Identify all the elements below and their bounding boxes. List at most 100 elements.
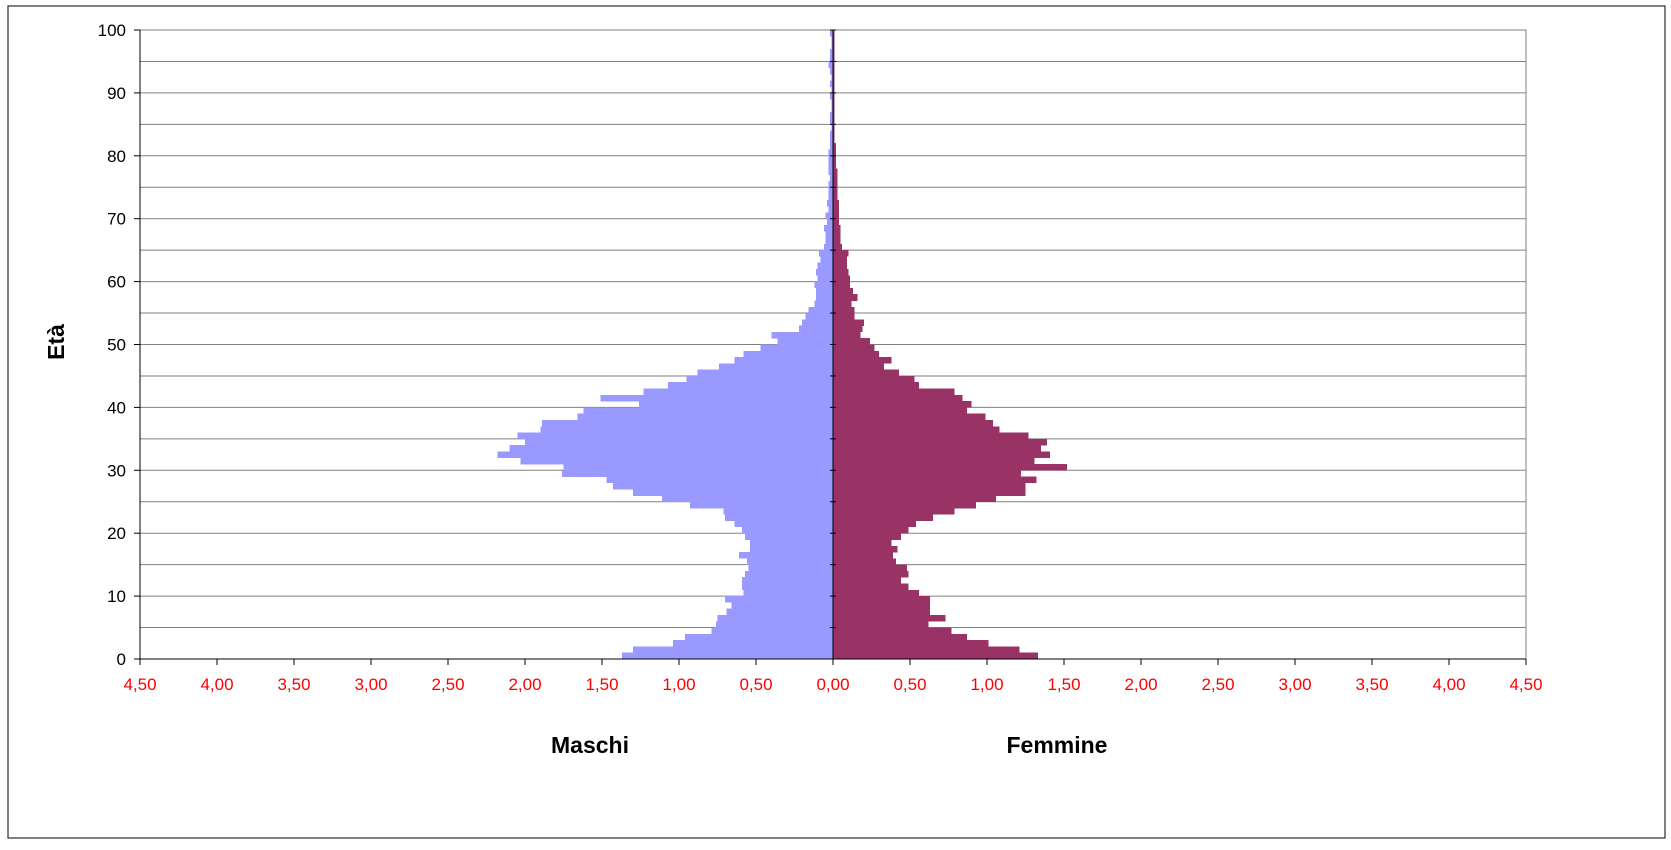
bar-maschi (606, 476, 833, 484)
bar-femmine (833, 206, 840, 213)
bar-femmine (833, 363, 884, 370)
bar-femmine (833, 520, 917, 528)
bar-maschi (719, 363, 833, 370)
bar-femmine (833, 262, 847, 270)
bar-femmine (833, 281, 850, 289)
series-femmine-bars (833, 30, 1068, 660)
y-tick-label: 0 (117, 650, 126, 669)
bar-femmine (833, 243, 843, 251)
bar-maschi (799, 325, 833, 333)
bar-maschi (686, 375, 833, 383)
bar-femmine (833, 646, 1020, 654)
bar-femmine (833, 155, 837, 163)
bar-femmine (833, 596, 931, 603)
bar-maschi (734, 520, 833, 528)
bar-femmine (833, 118, 835, 125)
x-tick-label: 1,00 (970, 675, 1003, 694)
bar-maschi (711, 627, 833, 635)
bar-maschi (725, 596, 833, 603)
x-tick-label: 2,00 (508, 675, 541, 694)
bar-femmine (833, 350, 880, 358)
x-tick-label: 3,00 (1278, 675, 1311, 694)
bar-maschi (638, 401, 833, 408)
y-tick-label: 20 (107, 524, 126, 543)
y-tick-label: 100 (98, 21, 126, 40)
x-tick-label: 0,00 (816, 675, 849, 694)
bar-maschi (805, 313, 833, 320)
bar-maschi (823, 243, 833, 251)
bar-maschi (561, 470, 833, 477)
bar-maschi (749, 545, 833, 553)
bar-femmine (833, 275, 850, 282)
bar-femmine (833, 407, 967, 414)
bar-femmine (833, 42, 835, 50)
bar-maschi (520, 457, 833, 465)
y-tick-label: 40 (107, 398, 126, 417)
bar-femmine (833, 382, 920, 389)
bar-femmine (833, 300, 852, 308)
bar-maschi (828, 61, 833, 69)
x-tick-label: 0,50 (739, 675, 772, 694)
bar-femmine (833, 608, 931, 616)
x-tick-label: 4,00 (200, 675, 233, 694)
bar-maschi (777, 338, 833, 345)
bar-maschi (828, 155, 833, 163)
bar-femmine (833, 451, 1051, 459)
y-tick-label: 80 (107, 147, 126, 166)
x-tick-label: 3,50 (277, 675, 310, 694)
bar-maschi (819, 250, 833, 257)
x-tick-label: 4,50 (1509, 675, 1542, 694)
y-tick-label: 60 (107, 273, 126, 292)
x-tick-label: 1,50 (1047, 675, 1080, 694)
bar-femmine (833, 180, 838, 188)
bar-maschi (662, 495, 833, 503)
bar-femmine (833, 583, 909, 591)
bar-maschi (816, 269, 833, 276)
bar-femmine (833, 564, 907, 572)
x-tick-label: 2,00 (1124, 675, 1157, 694)
bar-maschi (831, 99, 833, 106)
bar-femmine (833, 577, 901, 584)
bar-femmine (833, 369, 900, 377)
bar-femmine (833, 602, 931, 609)
bar-maschi (583, 407, 833, 414)
bar-maschi (828, 180, 833, 188)
x-axis-ticks: 4,50 4,00 3,50 3,00 2,50 2,00 1,50 1,00 0,50 0,00… (123, 659, 1543, 694)
bar-femmine (833, 394, 963, 402)
x-tick-label: 1,50 (585, 675, 618, 694)
bar-maschi (828, 193, 833, 201)
bar-femmine (833, 482, 1026, 490)
legend-femmine-label: Femmine (1007, 732, 1108, 758)
bar-femmine (833, 495, 997, 503)
bar-maschi (632, 646, 833, 654)
bar-femmine (833, 325, 863, 333)
bar-femmine (833, 526, 909, 534)
bar-femmine (833, 294, 858, 301)
bar-femmine (833, 331, 861, 339)
bar-maschi (831, 124, 833, 131)
bar-maschi (829, 48, 833, 56)
y-tick-label: 50 (107, 336, 126, 355)
y-tick-label: 70 (107, 210, 126, 229)
x-tick-label: 4,00 (1432, 675, 1465, 694)
x-tick-label: 3,50 (1355, 675, 1388, 694)
bar-maschi (814, 281, 833, 289)
bar-maschi (820, 256, 833, 264)
bar-maschi (825, 212, 833, 219)
bar-maschi (771, 331, 833, 339)
bar-femmine (833, 426, 1000, 433)
bar-femmine (833, 344, 875, 352)
bar-femmine (833, 124, 835, 131)
bar-femmine (833, 614, 946, 622)
bar-maschi (831, 36, 833, 43)
bar-femmine (833, 174, 838, 182)
bar-femmine (833, 99, 835, 106)
bar-femmine (833, 92, 835, 100)
bar-femmine (833, 319, 864, 326)
series-maschi-bars (497, 30, 833, 660)
bar-femmine (833, 86, 835, 94)
bar-maschi (742, 577, 833, 584)
bar-maschi (689, 501, 833, 509)
